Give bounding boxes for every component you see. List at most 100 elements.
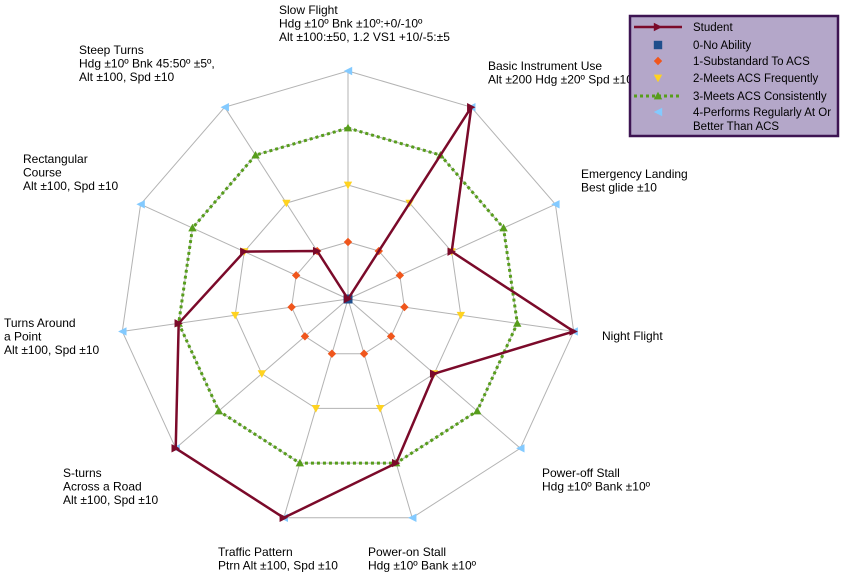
data-point xyxy=(343,237,353,247)
radar-grid xyxy=(121,70,575,519)
data-point xyxy=(473,406,482,415)
axis-label-line: Alt ±100, Spd ±10 xyxy=(63,493,159,507)
data-point xyxy=(653,91,663,100)
legend-item: 0-No Ability xyxy=(653,40,751,52)
axis-label-line: Alt ±100, Spd ±10 xyxy=(23,179,119,193)
data-point xyxy=(569,327,578,336)
data-point xyxy=(279,513,288,522)
axis-label: Power-off Stall Hdg ±10º Bank ±10º xyxy=(542,466,651,494)
data-point xyxy=(516,444,525,453)
grid-ring xyxy=(234,184,462,409)
axis-label-line: Traffic Pattern xyxy=(218,545,293,559)
axis-label-line: a Point xyxy=(4,330,42,344)
axis-label-line: Ptrn Alt ±100, Spd ±10 xyxy=(218,559,338,573)
data-point xyxy=(429,369,439,378)
data-point xyxy=(240,247,249,256)
data-point xyxy=(188,223,197,232)
data-point xyxy=(343,294,353,304)
legend-label: 2-Meets ACS Frequently xyxy=(693,73,819,85)
axis-label-line: Turns Around xyxy=(4,316,76,330)
data-point xyxy=(551,200,560,209)
axis-label-line: Hdg ±10º Bnk ±10º:+0/-10º xyxy=(279,17,423,31)
data-point xyxy=(653,40,663,50)
data-point xyxy=(251,150,260,159)
axis-label-line: Alt ±200 Hdg ±20º Spd ±10 xyxy=(488,73,633,87)
axis-label-line: Hdg ±10º Bank ±10º xyxy=(368,559,477,573)
data-point xyxy=(118,327,127,336)
series-line xyxy=(177,126,519,465)
legend-item: 1-Substandard To ACS xyxy=(653,56,810,68)
legend-item: 4-Performs Regularly At Or Better Than AC… xyxy=(653,107,831,133)
axis-label: Steep Turns Hdg ±10º Bnk 45:50º ±5º, Alt ±… xyxy=(79,43,215,84)
data-point xyxy=(395,271,405,280)
data-point xyxy=(386,332,396,341)
grid-ring xyxy=(121,70,575,519)
data-point xyxy=(171,444,180,453)
axis-label: Traffic Pattern Ptrn Alt ±100, Spd ±10 xyxy=(218,545,338,573)
axis-label-line: Hdg ±10º Bnk 45:50º ±5º, xyxy=(79,57,215,71)
axis-label-line: S-turns xyxy=(63,466,102,480)
data-point xyxy=(174,319,183,328)
axis-label-line: Night Flight xyxy=(602,329,663,343)
axis-label: Night Flight xyxy=(602,329,663,343)
data-point xyxy=(214,406,223,415)
legend-label-line: Student xyxy=(693,22,733,34)
legend-label: 4-Performs Regularly At Or Better Than AC… xyxy=(693,107,831,133)
grid-ring xyxy=(291,241,405,355)
data-point xyxy=(400,302,409,312)
legend-item: Student xyxy=(634,22,733,34)
legend-label: 0-No Ability xyxy=(693,40,751,52)
data-point xyxy=(136,200,145,209)
legend-item: 3-Meets ACS Consistently xyxy=(634,91,827,103)
legend-label-line: 0-No Ability xyxy=(693,40,751,52)
axis-label: Turns Around a Point Alt ±100, Spd ±10 xyxy=(4,316,100,357)
legend-label: Student xyxy=(693,22,733,34)
legend-label-line: 2-Meets ACS Frequently xyxy=(693,73,819,85)
legend-label: 1-Substandard To ACS xyxy=(693,56,810,68)
data-point xyxy=(343,66,353,76)
radar-series xyxy=(118,66,578,522)
legend-label-line: 1-Substandard To ACS xyxy=(693,56,810,68)
legend-label-line: Better Than ACS xyxy=(693,121,779,133)
axis-label-line: Hdg ±10º Bank ±10º xyxy=(542,480,651,494)
axis-label: Slow Flight Hdg ±10º Bnk ±10º:+0/-10º Alt … xyxy=(279,3,450,44)
axis-label: S-turns Across a Road Alt ±100, Spd ±10 xyxy=(63,466,159,507)
data-point xyxy=(230,311,240,320)
axis-label-line: Emergency Landing xyxy=(581,167,688,181)
axis-label-line: Alt ±100:±50, 1.2 VS1 +10/-5:±5 xyxy=(279,30,450,44)
axis-label-line: Across a Road xyxy=(63,480,142,494)
legend-item: 2-Meets ACS Frequently xyxy=(653,73,819,85)
data-point xyxy=(327,349,337,358)
axis-label-line: Course xyxy=(23,166,62,180)
axis-label: Power-on Stall Hdg ±10º Bank ±10º xyxy=(368,545,477,573)
data-point xyxy=(447,247,456,256)
axis-label-line: Basic Instrument Use xyxy=(488,59,602,73)
data-point xyxy=(408,513,417,522)
axis-label: Basic Instrument Use Alt ±200 Hdg ±20º Sp… xyxy=(488,59,633,87)
data-point xyxy=(257,370,267,378)
data-point xyxy=(220,102,229,112)
axis-label-line: Power-on Stall xyxy=(368,545,446,559)
axis-label-line: Power-off Stall xyxy=(542,466,620,480)
axis-label-line: Alt ±100, Spd ±10 xyxy=(79,70,175,84)
axis-label-line: Rectangular xyxy=(23,152,88,166)
data-point xyxy=(291,271,301,280)
data-point xyxy=(467,102,476,112)
legend-label: 3-Meets ACS Consistently xyxy=(693,91,827,103)
data-point xyxy=(375,405,385,413)
data-point xyxy=(312,246,322,256)
data-point xyxy=(513,319,522,327)
legend-label-line: 4-Performs Regularly At Or xyxy=(693,107,831,119)
data-point xyxy=(653,107,663,117)
data-point xyxy=(287,302,296,312)
axis-label-line: Best glide ±10 xyxy=(581,181,657,195)
data-point xyxy=(282,199,291,208)
data-point xyxy=(391,458,401,468)
legend-label-line: 3-Meets ACS Consistently xyxy=(693,91,827,103)
data-point xyxy=(343,123,353,132)
data-point xyxy=(343,181,353,190)
axis-labels: Slow Flight Hdg ±10º Bnk ±10º:+0/-10º Alt … xyxy=(4,3,688,573)
axis-label-line: Alt ±100, Spd ±10 xyxy=(4,343,100,357)
data-point xyxy=(653,22,663,32)
